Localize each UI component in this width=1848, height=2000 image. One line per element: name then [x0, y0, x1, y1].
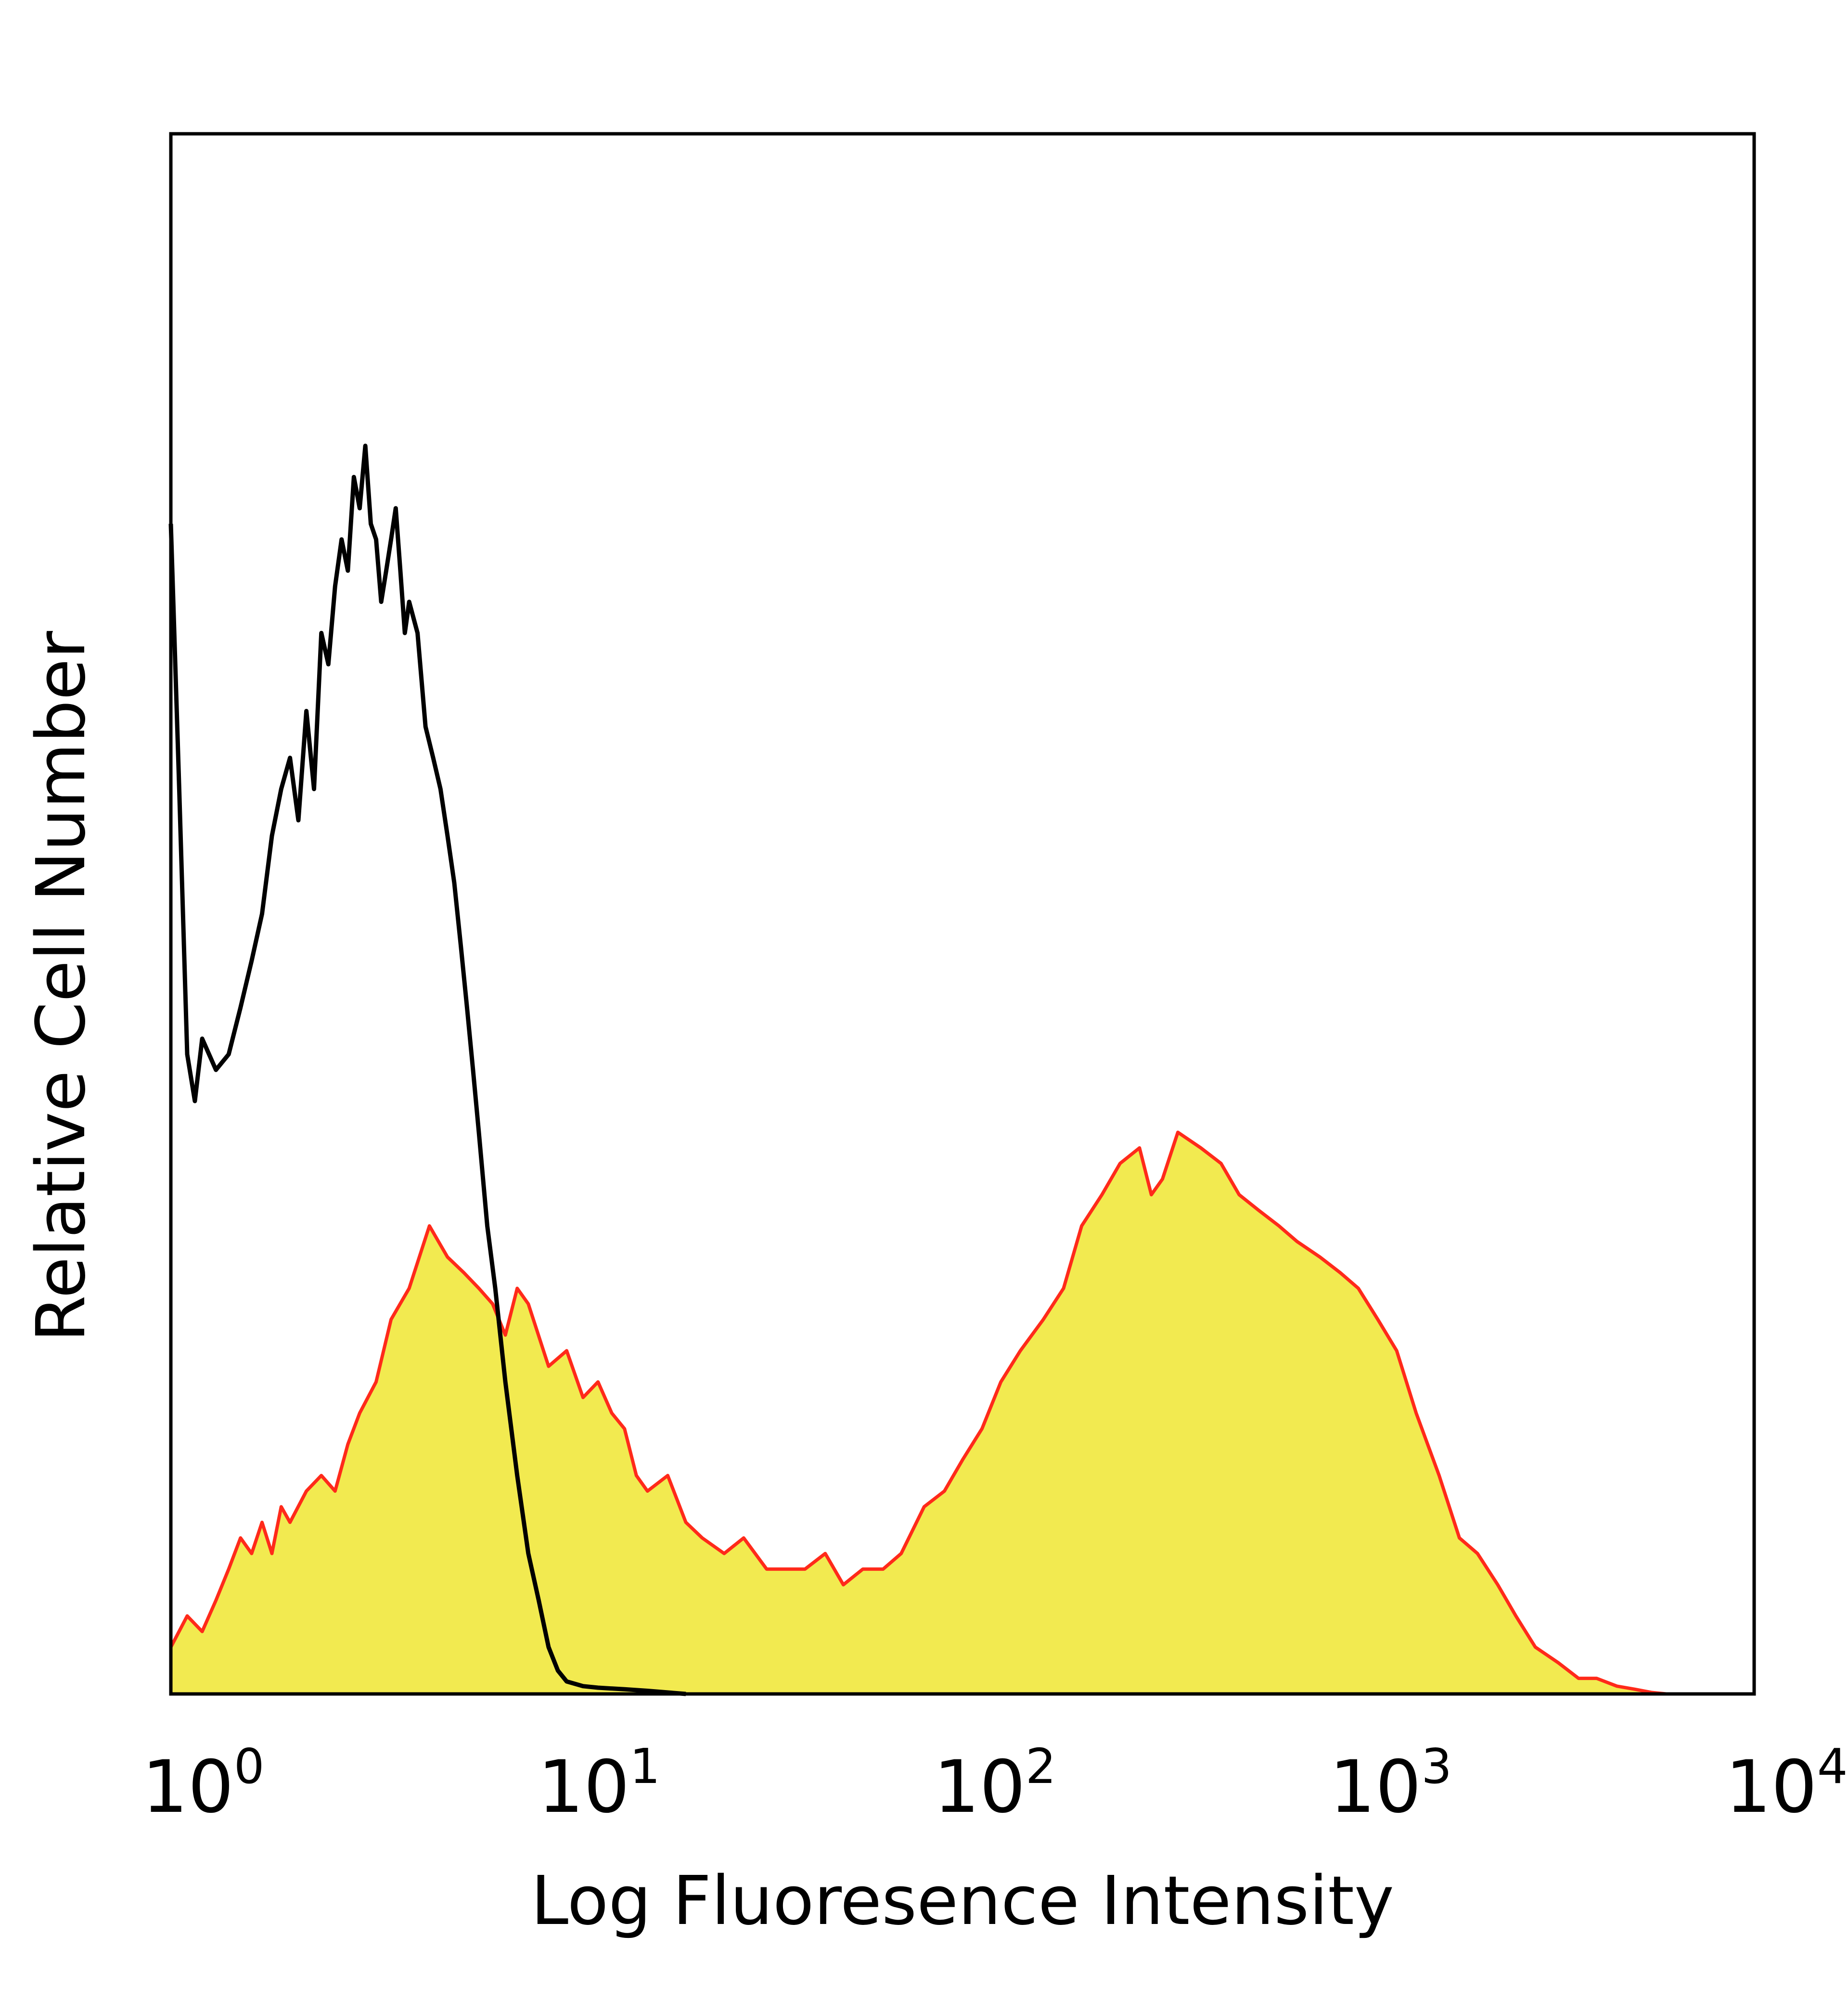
x-tick-label-4: 104 [1725, 1738, 1848, 1829]
y-axis-label: Relative Cell Number [22, 631, 101, 1342]
x-axis-label: Log Fluoresence Intensity [531, 1862, 1394, 1940]
x-tick-label-3: 103 [1330, 1738, 1452, 1829]
series-1-line [169, 1130, 1667, 1696]
plot-series [168, 443, 1667, 1696]
x-tick-label-1: 101 [538, 1738, 661, 1829]
plot-frame [169, 132, 1756, 1696]
x-tick-label-2: 102 [934, 1738, 1056, 1829]
x-tick-label-0: 100 [142, 1738, 265, 1829]
x-tick-labels: 100 101 102 103 104 [142, 1738, 1848, 1829]
series-1-area [171, 1132, 1667, 1694]
series-0-line [168, 443, 686, 1696]
